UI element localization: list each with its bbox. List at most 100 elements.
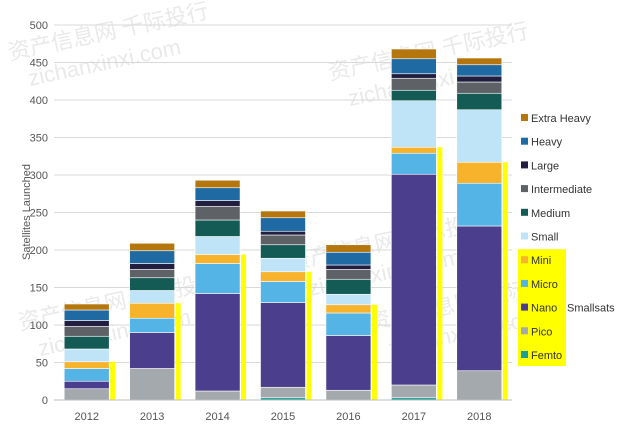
bar-segment-extra-heavy (456, 57, 503, 66)
x-tick-label: 2016 (336, 411, 360, 423)
bar-segment-extra-heavy (260, 210, 306, 219)
bar-segment-heavy (456, 64, 503, 77)
bar-segment-mini (260, 271, 306, 282)
bar-segment-intermediate (194, 206, 241, 221)
bar-segment-heavy (129, 250, 175, 264)
legend-label: Large (531, 160, 559, 172)
bar-segment-small (260, 257, 306, 273)
bar-segment-small (456, 109, 503, 163)
bar-segment-heavy (63, 309, 110, 321)
bar-segment-large (63, 320, 110, 327)
bar-segment-pico (391, 384, 437, 399)
legend-label: Femto (531, 350, 562, 362)
bar-segment-medium (456, 92, 503, 111)
y-tick-label: 200 (30, 245, 48, 257)
bar-segment-pico (63, 388, 110, 401)
bar-segment-mini (391, 146, 437, 154)
bar-segment-heavy (325, 251, 372, 266)
smallsats-bracket-bar (241, 254, 247, 400)
bar-segment-intermediate (260, 234, 306, 246)
legend-label: Heavy (531, 137, 563, 149)
legend-label: Extra Heavy (531, 113, 591, 125)
legend-label: Mini (531, 255, 551, 267)
bar-segment-extra-heavy (194, 179, 241, 189)
y-tick-label: 450 (30, 58, 48, 70)
smallsats-bracket-bar (502, 162, 508, 400)
x-tick-label: 2014 (205, 411, 229, 423)
bar-segment-medium (63, 335, 110, 350)
bar-segment-large (260, 230, 306, 236)
bar-segment-nano (63, 380, 110, 390)
bar-segment-medium (194, 219, 241, 237)
legend-swatch (521, 137, 528, 145)
legend-label: Micro (531, 279, 558, 291)
bar-segment-mini (325, 304, 372, 314)
legend-swatch (521, 327, 528, 335)
legend-swatch (521, 114, 528, 121)
legend-label: Small (531, 232, 559, 244)
bar-segment-nano (456, 225, 503, 372)
bar-segment-large (129, 263, 175, 270)
bar-segment-extra-heavy (325, 244, 372, 253)
bar-segment-mini (129, 302, 175, 319)
y-tick-label: 100 (30, 320, 48, 332)
x-tick-label: 2013 (140, 411, 164, 423)
bar-segment-nano (260, 302, 306, 388)
x-tick-label: 2017 (402, 411, 426, 423)
legend-swatch (521, 303, 528, 311)
legend-label: Medium (531, 208, 570, 220)
bar-segment-medium (260, 244, 306, 259)
bar-segment-small (391, 100, 437, 148)
smallsats-bracket-bar (175, 303, 181, 400)
bar-segment-mini (63, 361, 110, 369)
bar-segment-medium (325, 278, 372, 295)
bar-segment-micro (325, 312, 372, 336)
smallsats-brackets (110, 147, 508, 400)
bar-segment-nano (129, 332, 175, 369)
bar-segment-micro (129, 317, 175, 333)
bar-segment-pico (325, 389, 372, 401)
bar-segment-small (325, 293, 372, 306)
bar-segment-extra-heavy (129, 242, 175, 252)
bar-segment-pico (456, 370, 503, 401)
bar-segment-mini (456, 161, 503, 184)
bar-segment-small (129, 290, 175, 304)
bar-segment-small (194, 236, 241, 255)
bar-segment-intermediate (129, 269, 175, 279)
bar-segment-micro (391, 152, 437, 175)
legend-label: Pico (531, 326, 552, 338)
legend-swatch (521, 279, 528, 287)
bar-segment-mini (194, 254, 241, 264)
bar-segment-large (325, 264, 372, 270)
x-tick-label: 2015 (271, 411, 295, 423)
smallsats-bracket-bar (110, 361, 116, 400)
y-axis-title: Satellites Launched (21, 164, 33, 260)
bar-segment-small (63, 348, 110, 363)
bar-segment-medium (391, 89, 437, 102)
bar-segment-nano (194, 293, 241, 392)
bar-segment-large (194, 200, 241, 207)
legend-label: Nano (531, 303, 557, 315)
legend-swatch (521, 208, 528, 216)
y-tick-label: 50 (36, 358, 48, 370)
y-tick-label: 150 (30, 283, 48, 295)
bar-segment-heavy (194, 187, 241, 201)
y-tick-label: 0 (42, 395, 48, 407)
smallsats-bracket-bar (371, 304, 377, 400)
bar-segment-intermediate (63, 326, 110, 337)
smallsats-label: Smallsats (567, 303, 615, 315)
bar-segment-micro (456, 182, 503, 227)
bar-segment-large (391, 73, 437, 79)
smallsats-bracket-bar (306, 271, 312, 400)
y-tick-label: 250 (30, 208, 48, 220)
bar-segment-heavy (260, 217, 306, 232)
bar-segment-nano (391, 173, 437, 386)
bar-segment-large (456, 75, 503, 83)
x-tick-label: 2018 (467, 411, 491, 423)
y-tick-label: 350 (30, 133, 48, 145)
legend-label: Intermediate (531, 184, 592, 196)
y-axis-ticks: 0 50 100 150 200 250 300 350 400 450 500 (30, 20, 48, 407)
y-tick-label: 500 (30, 20, 48, 32)
